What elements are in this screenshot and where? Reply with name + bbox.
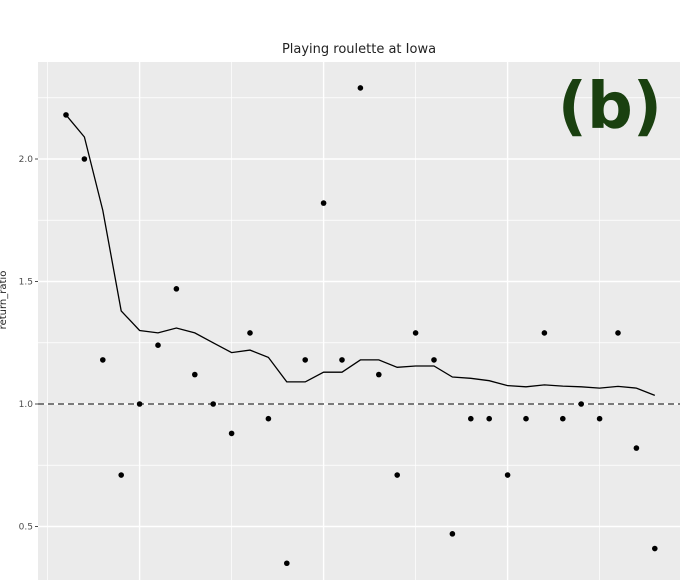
running-mean-line	[65, 114, 656, 397]
data-point-19	[394, 472, 401, 478]
data-point-29	[578, 401, 584, 407]
data-point-28	[560, 415, 566, 422]
data-point-10	[228, 430, 235, 437]
data-point-32	[633, 445, 640, 451]
data-point-18	[376, 371, 382, 378]
data-point-13	[284, 560, 290, 567]
y-axis-label: return_ratio	[0, 271, 9, 330]
data-point-15	[320, 200, 327, 206]
y-axis-ticks: 0.5 1.0 1.5 2.0	[19, 155, 38, 533]
plot-panel	[38, 62, 680, 580]
y-tick-label: 2.0	[19, 155, 34, 165]
data-point-4	[118, 472, 124, 478]
data-point-26	[523, 415, 529, 422]
data-point-31	[615, 330, 621, 336]
data-point-5	[136, 401, 143, 407]
data-point-1	[63, 112, 69, 118]
data-point-22	[449, 531, 456, 537]
data-point-21	[431, 357, 437, 363]
data-point-17	[357, 85, 364, 91]
grid-lines	[38, 62, 680, 580]
panel-label: (b)	[558, 70, 662, 144]
data-point-6	[155, 342, 161, 349]
data-point-20	[412, 330, 419, 336]
data-point-16	[339, 357, 345, 363]
y-tick-label: 0.5	[19, 523, 33, 533]
data-point-23	[468, 415, 474, 422]
data-point-25	[504, 472, 511, 478]
data-points	[63, 85, 658, 567]
data-point-9	[210, 401, 216, 407]
data-point-8	[192, 371, 198, 378]
data-point-7	[173, 286, 180, 292]
data-point-12	[265, 415, 272, 422]
data-point-24	[486, 415, 493, 422]
y-tick-label: 1.5	[19, 278, 33, 288]
y-tick-label: 1.0	[19, 400, 34, 410]
data-point-14	[302, 357, 309, 363]
data-point-27	[541, 330, 548, 336]
data-point-3	[100, 357, 106, 363]
data-point-11	[247, 330, 253, 336]
chart-title: Playing roulette at Iowa	[282, 42, 436, 57]
data-point-33	[652, 545, 658, 552]
data-point-2	[81, 156, 88, 162]
data-point-30	[596, 415, 603, 422]
